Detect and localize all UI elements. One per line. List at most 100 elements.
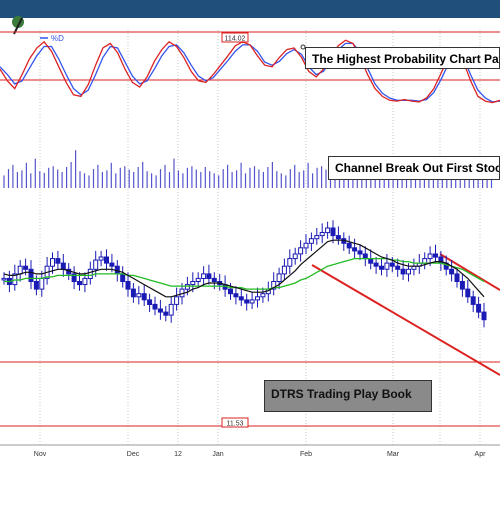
x-tick-label: 12 [174, 451, 182, 458]
candle-body [330, 227, 336, 237]
candle-body [33, 281, 39, 290]
ma-fast-line [3, 239, 485, 298]
x-tick-label: Mar [387, 451, 400, 458]
candle-body [130, 288, 136, 298]
candle-body [308, 238, 314, 244]
x-tick-label: Dec [127, 451, 140, 458]
x-tick-label: Nov [34, 451, 47, 458]
candle-body [281, 265, 287, 275]
candle-body [368, 258, 374, 264]
candle-body [271, 281, 277, 290]
candle-body [28, 268, 34, 282]
candle-body [136, 293, 142, 298]
candle-body [98, 256, 104, 261]
candle-body [292, 253, 298, 260]
candle-body [152, 303, 158, 310]
callout-middle: Channel Break Out First Stochastic [328, 156, 500, 180]
candle-body [406, 268, 411, 275]
candle-body [255, 296, 260, 301]
candle-body [244, 299, 250, 304]
price-badge-top: 114.02 [225, 36, 246, 43]
candle-body [335, 235, 341, 240]
playbook-box: DTRS Trading Play Book [264, 380, 432, 412]
candle-body [352, 247, 358, 252]
candle-body [93, 259, 99, 270]
pointer-icon [13, 17, 23, 35]
candle-body [379, 265, 384, 270]
candle-body [373, 262, 379, 267]
candle-body [325, 227, 331, 234]
candle-body [298, 247, 304, 255]
candle-body [1, 277, 7, 281]
x-tick-label: Feb [300, 451, 312, 458]
candle-body [77, 281, 82, 286]
candle-body [238, 296, 244, 301]
candle-body [459, 281, 465, 290]
candle-body [233, 293, 239, 298]
candle-body [465, 288, 471, 298]
candle-body [346, 242, 352, 249]
candle-body [228, 288, 233, 295]
candle-body [82, 277, 88, 285]
candle-body [195, 277, 201, 282]
stoch-k-line [0, 39, 500, 104]
candle-body [389, 262, 395, 267]
candle-body [287, 258, 293, 267]
price-badge-bottom-box [221, 417, 249, 428]
candle-body [190, 281, 196, 286]
callout-top: The Highest Probability Chart Pattern [305, 47, 500, 69]
candle-body [249, 299, 255, 304]
candle-body [168, 303, 174, 316]
header-strip [0, 18, 500, 27]
x-tick-label: Apr [475, 451, 487, 458]
candle-body [71, 273, 77, 282]
candle-body [201, 273, 207, 279]
candle-body [481, 311, 487, 321]
header-bar [0, 0, 500, 18]
candle-body [303, 242, 309, 249]
candle-body [163, 311, 169, 316]
candle-body [211, 277, 217, 282]
candle-body [39, 277, 45, 290]
channel-line-2 [439, 253, 500, 291]
candle-body [276, 273, 282, 282]
candle-body [23, 265, 29, 270]
legend-label: %D [51, 34, 64, 43]
channel-line-1 [311, 264, 500, 376]
candle-body [50, 258, 55, 267]
price-badge-bottom: 11.53 [227, 421, 244, 428]
candle-body [141, 293, 147, 301]
candle-body [476, 303, 482, 313]
candle-body [357, 250, 363, 255]
candle-body [319, 232, 325, 237]
candle-body [395, 265, 401, 270]
price-badge-top-box [221, 32, 249, 43]
candle-body [174, 296, 180, 305]
candle-body [17, 265, 23, 275]
candle-body [55, 258, 61, 264]
candle-body [109, 262, 115, 267]
candle-body [125, 281, 131, 290]
candle-body [12, 273, 18, 286]
candle-body [314, 235, 320, 240]
ma-slow-line [4, 257, 485, 290]
candle-body [433, 253, 438, 258]
candle-body [120, 273, 126, 282]
candle-body [362, 253, 368, 260]
candle-body [60, 262, 66, 270]
candle-body [87, 268, 93, 279]
candle-body [260, 293, 266, 298]
candle-body [184, 284, 190, 290]
candle-body [427, 253, 433, 260]
candle-body [454, 273, 460, 282]
candle-body [470, 296, 476, 305]
x-tick-label: Jan [212, 451, 223, 458]
candle-body [157, 308, 163, 313]
candle-body [147, 299, 153, 305]
candle-body [104, 256, 109, 264]
candle-body [400, 268, 406, 275]
candle-body [449, 268, 455, 275]
candle-body [206, 273, 212, 279]
